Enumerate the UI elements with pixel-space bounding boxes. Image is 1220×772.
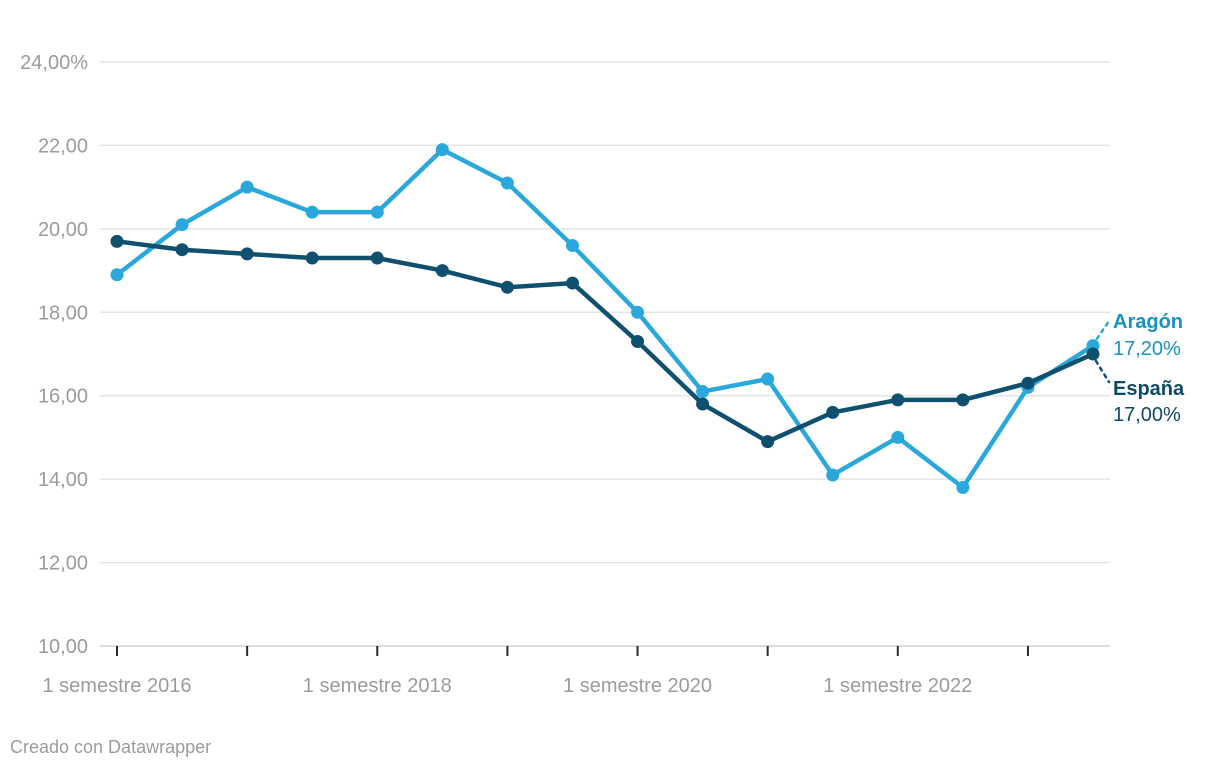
data-point-espana[interactable] xyxy=(696,397,710,411)
x-axis-label: 1 semestre 2022 xyxy=(823,675,972,697)
y-axis-label: 10,00 xyxy=(38,636,88,658)
data-point-espana[interactable] xyxy=(891,393,905,407)
data-point-espana[interactable] xyxy=(1086,347,1100,361)
series-line-aragon xyxy=(114,147,1096,490)
data-point-aragon[interactable] xyxy=(435,143,449,157)
y-axis-label: 16,00 xyxy=(38,386,88,408)
y-axis-label: 22,00 xyxy=(38,135,88,157)
data-point-espana[interactable] xyxy=(240,247,254,261)
data-point-aragon[interactable] xyxy=(761,372,775,386)
data-point-aragon[interactable] xyxy=(175,218,189,232)
data-point-aragon[interactable] xyxy=(305,205,319,219)
y-axis-label: 18,00 xyxy=(38,302,88,324)
data-point-espana[interactable] xyxy=(826,405,840,419)
data-point-aragon[interactable] xyxy=(891,430,905,444)
x-axis-label: 1 semestre 2018 xyxy=(303,675,452,697)
data-point-espana[interactable] xyxy=(1021,376,1035,390)
data-point-espana[interactable] xyxy=(761,435,775,449)
data-point-aragon[interactable] xyxy=(696,385,710,399)
y-axis-label: 14,00 xyxy=(38,469,88,491)
data-point-aragon[interactable] xyxy=(110,268,124,282)
series-value-espana: 17,00% xyxy=(1113,404,1181,426)
series-value-aragon: 17,20% xyxy=(1113,338,1181,360)
series-line-espana xyxy=(114,239,1096,444)
y-axis-label: 24,00% xyxy=(20,52,88,74)
y-axis-label: 20,00 xyxy=(38,219,88,241)
label-connector-aragon xyxy=(1095,318,1112,340)
data-point-aragon[interactable] xyxy=(826,468,840,482)
data-point-espana[interactable] xyxy=(370,251,384,265)
label-connector-espana xyxy=(1094,359,1111,384)
data-point-aragon[interactable] xyxy=(631,305,645,319)
data-point-aragon[interactable] xyxy=(370,205,384,219)
data-point-aragon[interactable] xyxy=(565,239,579,253)
data-point-aragon[interactable] xyxy=(500,176,514,190)
datawrapper-credit: Creado con Datawrapper xyxy=(10,737,212,757)
data-point-espana[interactable] xyxy=(500,280,514,294)
data-point-aragon[interactable] xyxy=(240,180,254,194)
data-point-espana[interactable] xyxy=(565,276,579,290)
x-axis-label: 1 semestre 2020 xyxy=(563,675,712,697)
data-point-espana[interactable] xyxy=(956,393,970,407)
data-point-espana[interactable] xyxy=(631,334,645,348)
data-point-espana[interactable] xyxy=(110,234,124,248)
data-point-espana[interactable] xyxy=(175,243,189,257)
data-point-espana[interactable] xyxy=(305,251,319,265)
data-point-espana[interactable] xyxy=(435,264,449,278)
data-point-aragon[interactable] xyxy=(956,480,970,494)
series-label-espana: España xyxy=(1113,378,1185,400)
line-chart: 24,00% 22,00 20,00 18,00 16,00 14,00 12,00 10,0… xyxy=(20,52,1112,697)
series-label-aragon: Aragón xyxy=(1113,311,1183,333)
y-axis-label: 12,00 xyxy=(38,553,88,575)
x-axis-label: 1 semestre 2016 xyxy=(43,675,192,697)
